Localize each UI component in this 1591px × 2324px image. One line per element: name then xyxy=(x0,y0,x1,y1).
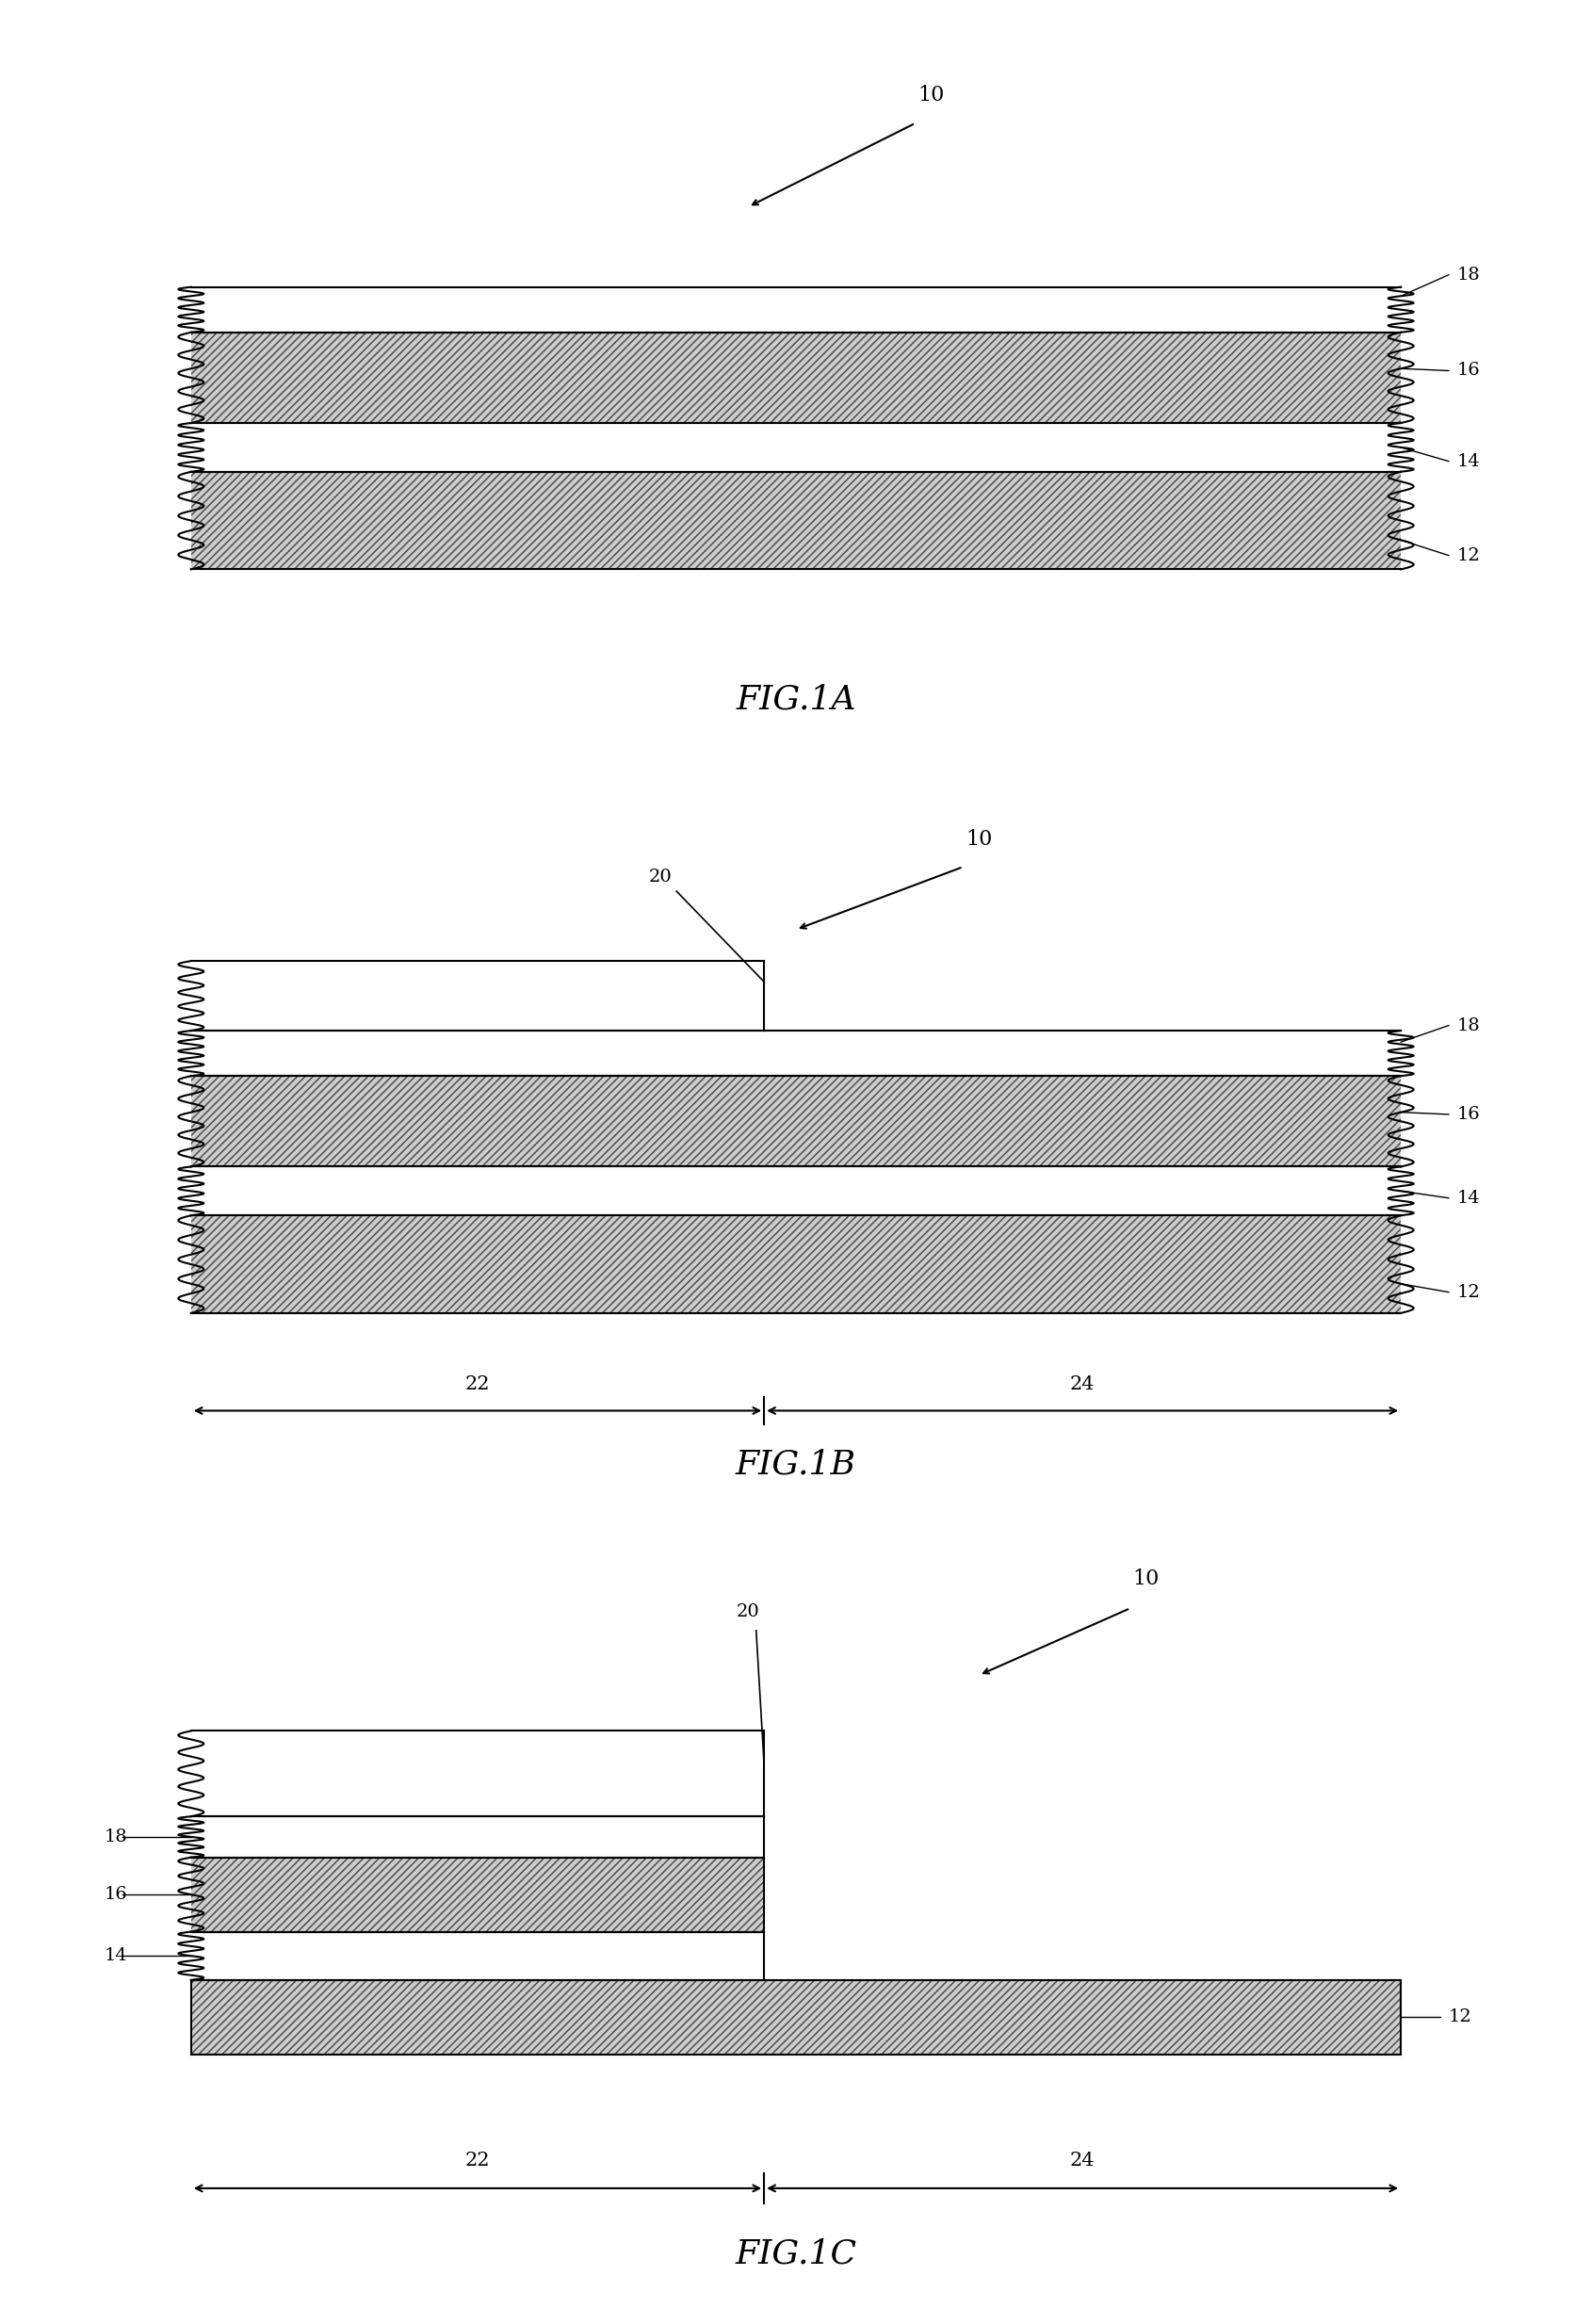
Polygon shape xyxy=(191,423,1400,472)
Text: 14: 14 xyxy=(1456,453,1480,469)
Text: 16: 16 xyxy=(1456,1106,1480,1122)
Text: 16: 16 xyxy=(103,1887,127,1903)
Polygon shape xyxy=(191,1931,764,1980)
Polygon shape xyxy=(191,332,1400,423)
Text: 12: 12 xyxy=(1448,2008,1472,2027)
Text: 22: 22 xyxy=(465,2152,490,2171)
Text: FIG.1C: FIG.1C xyxy=(735,2238,856,2271)
Text: 10: 10 xyxy=(918,86,943,105)
Text: 24: 24 xyxy=(1069,1376,1095,1394)
Polygon shape xyxy=(191,1032,1400,1076)
Polygon shape xyxy=(191,1817,764,1857)
Polygon shape xyxy=(191,1167,1400,1215)
Polygon shape xyxy=(191,1215,1400,1313)
Text: 14: 14 xyxy=(1456,1190,1480,1206)
Text: FIG.1B: FIG.1B xyxy=(735,1448,856,1480)
Text: 20: 20 xyxy=(649,869,671,885)
Polygon shape xyxy=(191,1857,764,1931)
Polygon shape xyxy=(191,1980,1400,2054)
Text: 12: 12 xyxy=(1456,546,1480,565)
Text: 24: 24 xyxy=(1069,2152,1095,2171)
Polygon shape xyxy=(191,288,1400,332)
Text: 18: 18 xyxy=(1456,1018,1480,1034)
Polygon shape xyxy=(191,1076,1400,1167)
Polygon shape xyxy=(191,962,764,1032)
Text: 18: 18 xyxy=(1456,267,1480,284)
Text: 12: 12 xyxy=(1456,1283,1480,1301)
Text: FIG.1A: FIG.1A xyxy=(735,683,856,716)
Text: 10: 10 xyxy=(966,830,991,848)
Text: 14: 14 xyxy=(103,1948,127,1964)
Text: 22: 22 xyxy=(465,1376,490,1394)
Polygon shape xyxy=(191,472,1400,569)
Text: 18: 18 xyxy=(103,1829,127,1845)
Polygon shape xyxy=(191,1731,764,1817)
Text: 10: 10 xyxy=(1133,1569,1158,1590)
Text: 20: 20 xyxy=(737,1604,759,1620)
Text: 16: 16 xyxy=(1456,363,1480,379)
